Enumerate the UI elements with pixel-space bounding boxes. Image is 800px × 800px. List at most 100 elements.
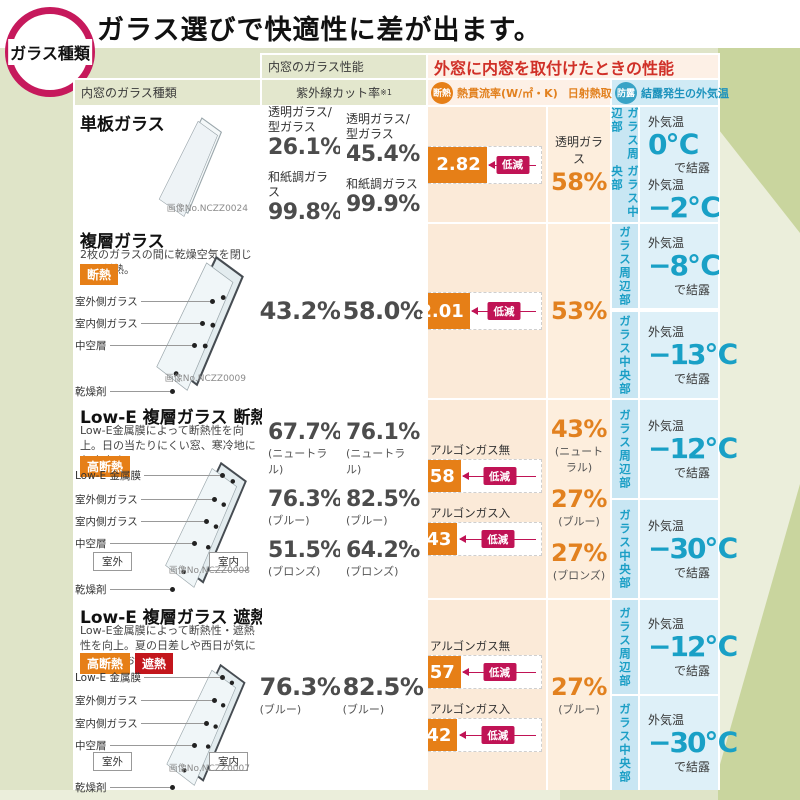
single-pane-glass-diagram: [158, 117, 223, 217]
heatflow-track: 2.01 低減: [419, 292, 542, 330]
row3-dew-bottom: 外気温 −30℃ で結露: [640, 500, 738, 598]
uv-note: (ブルー): [259, 703, 302, 716]
glass-type-badge-label: ガラス種類: [8, 39, 92, 65]
header-inner-performance: 内窓のガラス性能: [262, 55, 426, 78]
solar-note: (ブルー): [558, 515, 600, 528]
solar-value: 53%: [551, 297, 607, 325]
row4-heatflow: アルゴンガス無 1.57 低減 アルゴンガス入 1.42 低減: [407, 600, 546, 790]
heatflow-value: 2.01: [419, 300, 464, 322]
dew-title: 結露発生の外気温: [641, 86, 729, 100]
high-insulation-badge: 高断熱: [80, 456, 131, 477]
shading-badge: 遮熱: [135, 653, 174, 674]
row1-zones: ガラス周辺部 ガラス中央部: [610, 107, 640, 222]
diagram-label: 中空層: [75, 738, 197, 753]
row3-image-no: 画像No.NCZZ0008: [168, 566, 250, 576]
uv-value: 51.5%: [268, 537, 342, 563]
header-dew: 防露 結露発生の外気温: [612, 80, 729, 105]
diagram-label: 乾燥剤: [75, 582, 175, 597]
row3-glass-cell: Low-E 複層ガラス 断熱タイプ Low-E金属膜によって断熱性を向上。日の当…: [75, 400, 318, 598]
background-bottom-strip: [0, 790, 560, 800]
row2-solar: 53%: [548, 224, 610, 398]
dew-tail: で結露: [673, 565, 710, 580]
row2-dew-top: 外気温 −8℃ で結露: [640, 224, 721, 308]
diagram-label: 中空層: [75, 338, 197, 353]
row1-dew: 外気温 0℃ で結露 外気温 −2℃ で結露: [640, 107, 721, 239]
uv-label: 透明ガラス/型ガラス: [268, 104, 332, 134]
uv-value: 67.7%: [268, 419, 342, 445]
heatflow-track: 1.58 低減: [410, 459, 542, 493]
row4-dew-top: 外気温 −12℃ で結露: [640, 600, 738, 694]
header-glass-type-column: 内窓のガラス種類: [75, 80, 260, 105]
solar-value: 27%: [551, 539, 607, 567]
dew-block: 外気温 −12℃ で結露: [648, 417, 738, 480]
diagram-label-text: 室外側ガラス: [75, 695, 138, 707]
zone-label: ガラス中央部: [618, 508, 632, 590]
row3-heatflow: アルゴンガス無 1.58 低減 アルゴンガス入 1.43 低減: [407, 400, 546, 598]
heatflow-bar: 2.01: [419, 293, 470, 329]
reduce-badge: 低減: [483, 663, 516, 681]
dew-temp: −30℃: [648, 726, 738, 760]
reduce-badge: 低減: [481, 726, 515, 744]
bar-label: アルゴンガス無: [430, 639, 511, 653]
heatflow-track: 1.57 低減: [410, 655, 542, 689]
row4-uv-a: 76.3% (ブルー): [259, 600, 341, 790]
zone-label: ガラス周辺部: [618, 225, 632, 307]
uv-label: 和紙調ガラス: [346, 177, 418, 191]
row1-image-no: 画像No.NCZZ0024: [166, 204, 248, 214]
uv-value: 82.5%: [342, 673, 424, 701]
row1-uv-a: 透明ガラス/型ガラス 26.1% 和紙調ガラス 99.8%: [262, 104, 342, 225]
dew-temp: −2℃: [648, 191, 721, 225]
dew-tail: で結露: [673, 663, 710, 678]
solar-value: 58%: [551, 168, 607, 196]
bar-label: アルゴンガス入: [430, 702, 511, 716]
heatflow-value: 1.57: [410, 661, 455, 683]
uv-value: 99.9%: [346, 192, 420, 217]
uv-note: (ブルー): [268, 513, 310, 527]
dew-lead: 外気温: [648, 236, 685, 251]
reduce-arrow: 低減: [471, 302, 536, 320]
reduce-arrow: 低減: [462, 663, 536, 681]
row4-title: Low-E 複層ガラス 遮熱タイプ: [80, 608, 319, 628]
row3-zone-top: ガラス周辺部: [612, 400, 638, 498]
dew-badge: 防露: [615, 81, 637, 104]
row4-zone-top: ガラス周辺部: [612, 600, 638, 694]
row4-uv-b: 82.5% (ブルー): [340, 600, 426, 790]
uv-note: (ニュートラル): [268, 446, 328, 476]
zone-label: ガラス中央部: [618, 702, 632, 784]
insulation-square-badge: 断熱: [80, 264, 119, 285]
heatflow-bar: 1.42: [407, 719, 458, 751]
dew-lead: 外気温: [648, 115, 685, 129]
row3-uv-b: 76.1% (ニュートラル) 82.5% (ブルー) 64.2% (ブロンズ): [340, 400, 426, 598]
reduce-arrow: 低減: [458, 530, 536, 548]
row2-image-no: 画像No.NCZZ0009: [164, 374, 246, 384]
diagram-label: 中空層: [75, 536, 197, 551]
dew-lead: 外気温: [648, 713, 685, 728]
header-heat-solar: 断熱 熱貫流率(W/㎡・K) 日射熱取得率: [428, 80, 634, 105]
diagram-label-text: 室外側ガラス: [75, 494, 138, 506]
heatflow-track: 2.82 低減: [428, 145, 542, 184]
zone-label: ガラス周辺部: [610, 107, 640, 161]
row3-solar: 43% (ニュートラル) 27% (ブルー) 27% (ブロンズ): [548, 400, 610, 598]
zone-label: ガラス周辺部: [618, 408, 632, 490]
diagram-label-text: 室内側ガラス: [75, 318, 138, 330]
high-insulation-badge: 高断熱: [80, 653, 131, 674]
uv-value: 45.4%: [346, 142, 420, 167]
reduce-badge: 低減: [487, 302, 521, 320]
dew-block: 外気温 −30℃ で結露: [648, 711, 738, 774]
dew-block: 外気温 −8℃ で結露: [648, 234, 721, 297]
dew-temp: −12℃: [648, 432, 738, 466]
page-title: ガラス選びで快適性に差が出ます。: [97, 15, 542, 46]
dew-tail: で結露: [673, 371, 710, 386]
reduce-arrow: 低減: [488, 155, 536, 174]
diagram-label: 室内側ガラス: [75, 716, 209, 731]
uv-note: (ニュートラル): [346, 446, 406, 476]
diagram-label-text: 乾燥剤: [75, 782, 107, 794]
bar-label: アルゴンガス無: [430, 443, 511, 457]
uv-value: 26.1%: [268, 134, 342, 160]
dew-temp: −13℃: [648, 338, 738, 372]
row3-zone-bottom: ガラス中央部: [612, 500, 638, 598]
uv-value: 82.5%: [346, 486, 420, 512]
dew-temp: −12℃: [648, 630, 738, 664]
uv-label: 透明ガラス/型ガラス: [346, 112, 410, 141]
